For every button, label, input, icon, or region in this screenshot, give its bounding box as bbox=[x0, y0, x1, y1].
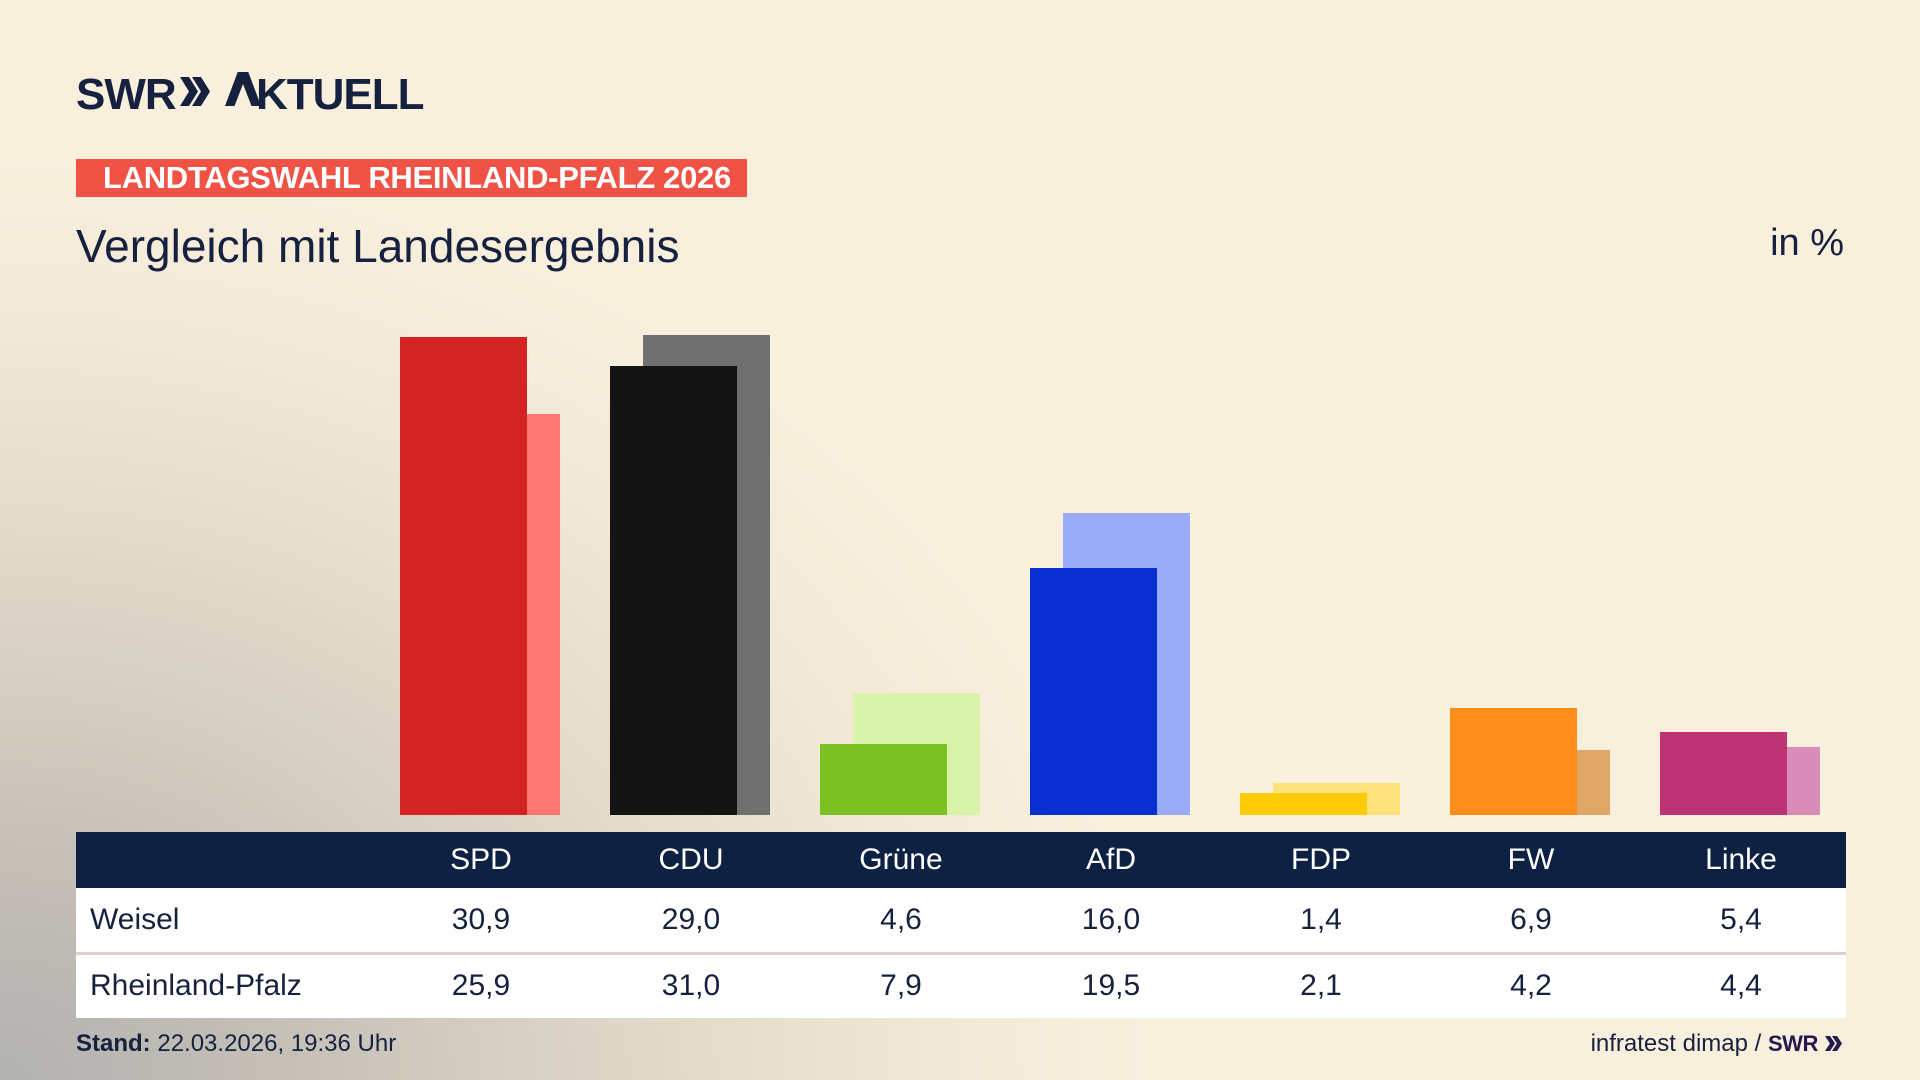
svg-text:KTUELL: KTUELL bbox=[256, 70, 424, 119]
svg-text:SWR: SWR bbox=[76, 70, 176, 119]
svg-text:SWR: SWR bbox=[1768, 1031, 1818, 1056]
